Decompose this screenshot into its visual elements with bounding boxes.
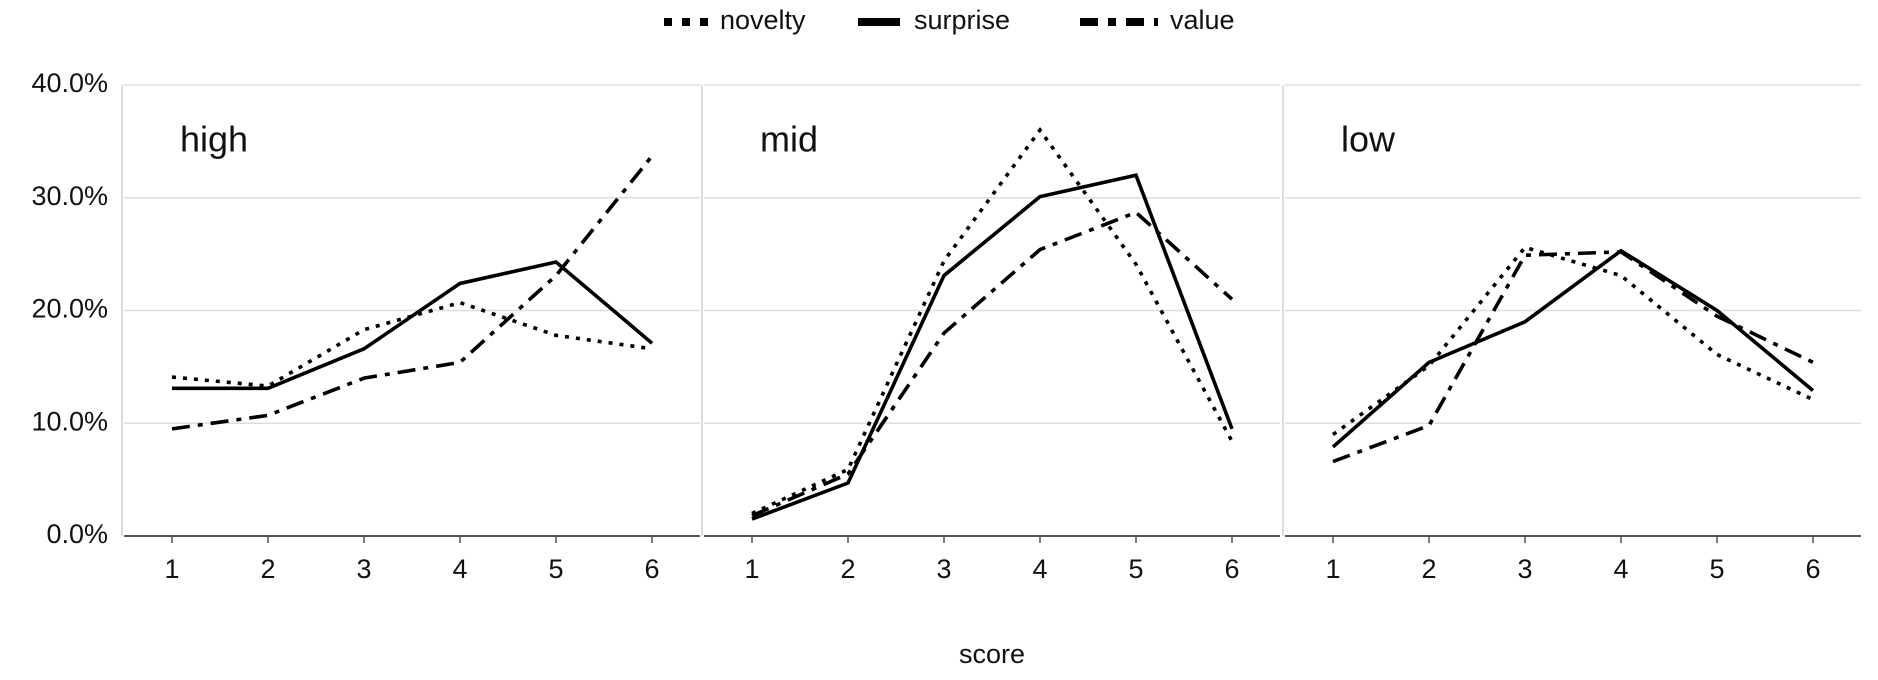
x-tick-label: 5 bbox=[1128, 554, 1143, 584]
x-tick-label: 2 bbox=[840, 554, 855, 584]
line-series bbox=[172, 260, 654, 391]
y-tick-label: 30.0% bbox=[31, 181, 108, 211]
line-series bbox=[751, 210, 1234, 518]
legend-label: value bbox=[1170, 5, 1235, 35]
legend-label: novelty bbox=[720, 5, 806, 35]
y-tick-label: 0.0% bbox=[46, 519, 108, 549]
panel-title: high bbox=[180, 119, 248, 160]
x-tick-label: 6 bbox=[1224, 554, 1239, 584]
line-series bbox=[751, 127, 1234, 516]
line-series bbox=[1332, 250, 1814, 464]
line-series bbox=[171, 154, 654, 431]
y-tick-label: 40.0% bbox=[31, 68, 108, 98]
line-series bbox=[171, 300, 653, 388]
x-tick-label: 1 bbox=[164, 554, 179, 584]
x-tick-label: 3 bbox=[936, 554, 951, 584]
legend-label: surprise bbox=[914, 5, 1010, 35]
x-tick-label: 3 bbox=[356, 554, 371, 584]
x-tick-label: 6 bbox=[1805, 554, 1820, 584]
line-series bbox=[1331, 245, 1814, 436]
x-tick-label: 4 bbox=[1032, 554, 1047, 584]
y-tick-label: 20.0% bbox=[31, 294, 108, 324]
x-tick-label: 3 bbox=[1517, 554, 1532, 584]
x-tick-label: 1 bbox=[1325, 554, 1340, 584]
line-series bbox=[751, 173, 1234, 521]
line-series bbox=[1331, 248, 1815, 449]
panel-title: low bbox=[1341, 119, 1396, 160]
x-tick-label: 2 bbox=[1421, 554, 1436, 584]
x-tick-label: 5 bbox=[1709, 554, 1724, 584]
x-tick-label: 4 bbox=[1613, 554, 1628, 584]
x-tick-label: 1 bbox=[744, 554, 759, 584]
x-tick-label: 2 bbox=[260, 554, 275, 584]
x-tick-label: 4 bbox=[452, 554, 467, 584]
x-tick-label: 5 bbox=[548, 554, 563, 584]
y-tick-label: 10.0% bbox=[31, 406, 108, 436]
x-axis-title: score bbox=[959, 639, 1025, 669]
panel-title: mid bbox=[760, 119, 818, 160]
x-tick-label: 6 bbox=[644, 554, 659, 584]
